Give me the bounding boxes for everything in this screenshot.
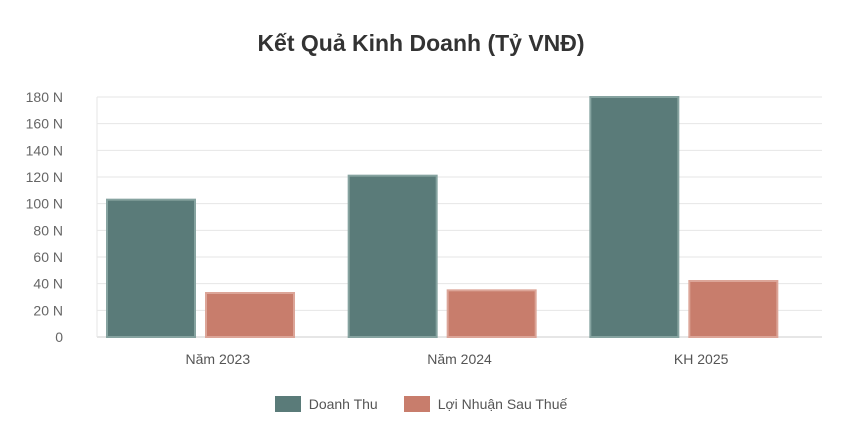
x-tick-label: Năm 2024 (427, 351, 492, 367)
legend-item-doanh-thu[interactable]: Doanh Thu (274, 396, 378, 412)
legend-label: Doanh Thu (308, 396, 378, 412)
y-tick-label: 140 N (26, 142, 63, 158)
legend: Doanh Thu Lợi Nhuận Sau Thuế (0, 396, 842, 412)
y-tick-label: 40 N (33, 276, 63, 292)
bar-loi-nhuan (205, 292, 295, 338)
bar-doanh-thu (589, 96, 680, 338)
legend-swatch (403, 396, 430, 412)
chart-title: Kết Quả Kinh Doanh (Tỷ VNĐ) (257, 30, 585, 56)
bar-loi-nhuan (688, 280, 779, 338)
y-tick-label: 180 N (26, 89, 63, 105)
y-tick-label: 0 (55, 329, 63, 345)
legend-label: Lợi Nhuận Sau Thuế (437, 396, 568, 412)
bar-loi-nhuan (446, 289, 537, 339)
y-tick-label: 60 N (33, 249, 63, 265)
y-tick-label: 20 N (33, 302, 63, 318)
y-tick-label: 120 N (26, 169, 63, 185)
legend-item-loi-nhuan[interactable]: Lợi Nhuận Sau Thuế (403, 396, 568, 412)
bar-doanh-thu (347, 174, 438, 338)
bar-doanh-thu (106, 198, 196, 338)
y-tick-label: 80 N (33, 222, 63, 238)
legend-swatch (274, 396, 301, 412)
y-tick-label: 100 N (26, 196, 63, 212)
x-tick-label: KH 2025 (674, 351, 729, 367)
x-tick-label: Năm 2023 (186, 351, 251, 367)
y-tick-label: 160 N (26, 116, 63, 132)
